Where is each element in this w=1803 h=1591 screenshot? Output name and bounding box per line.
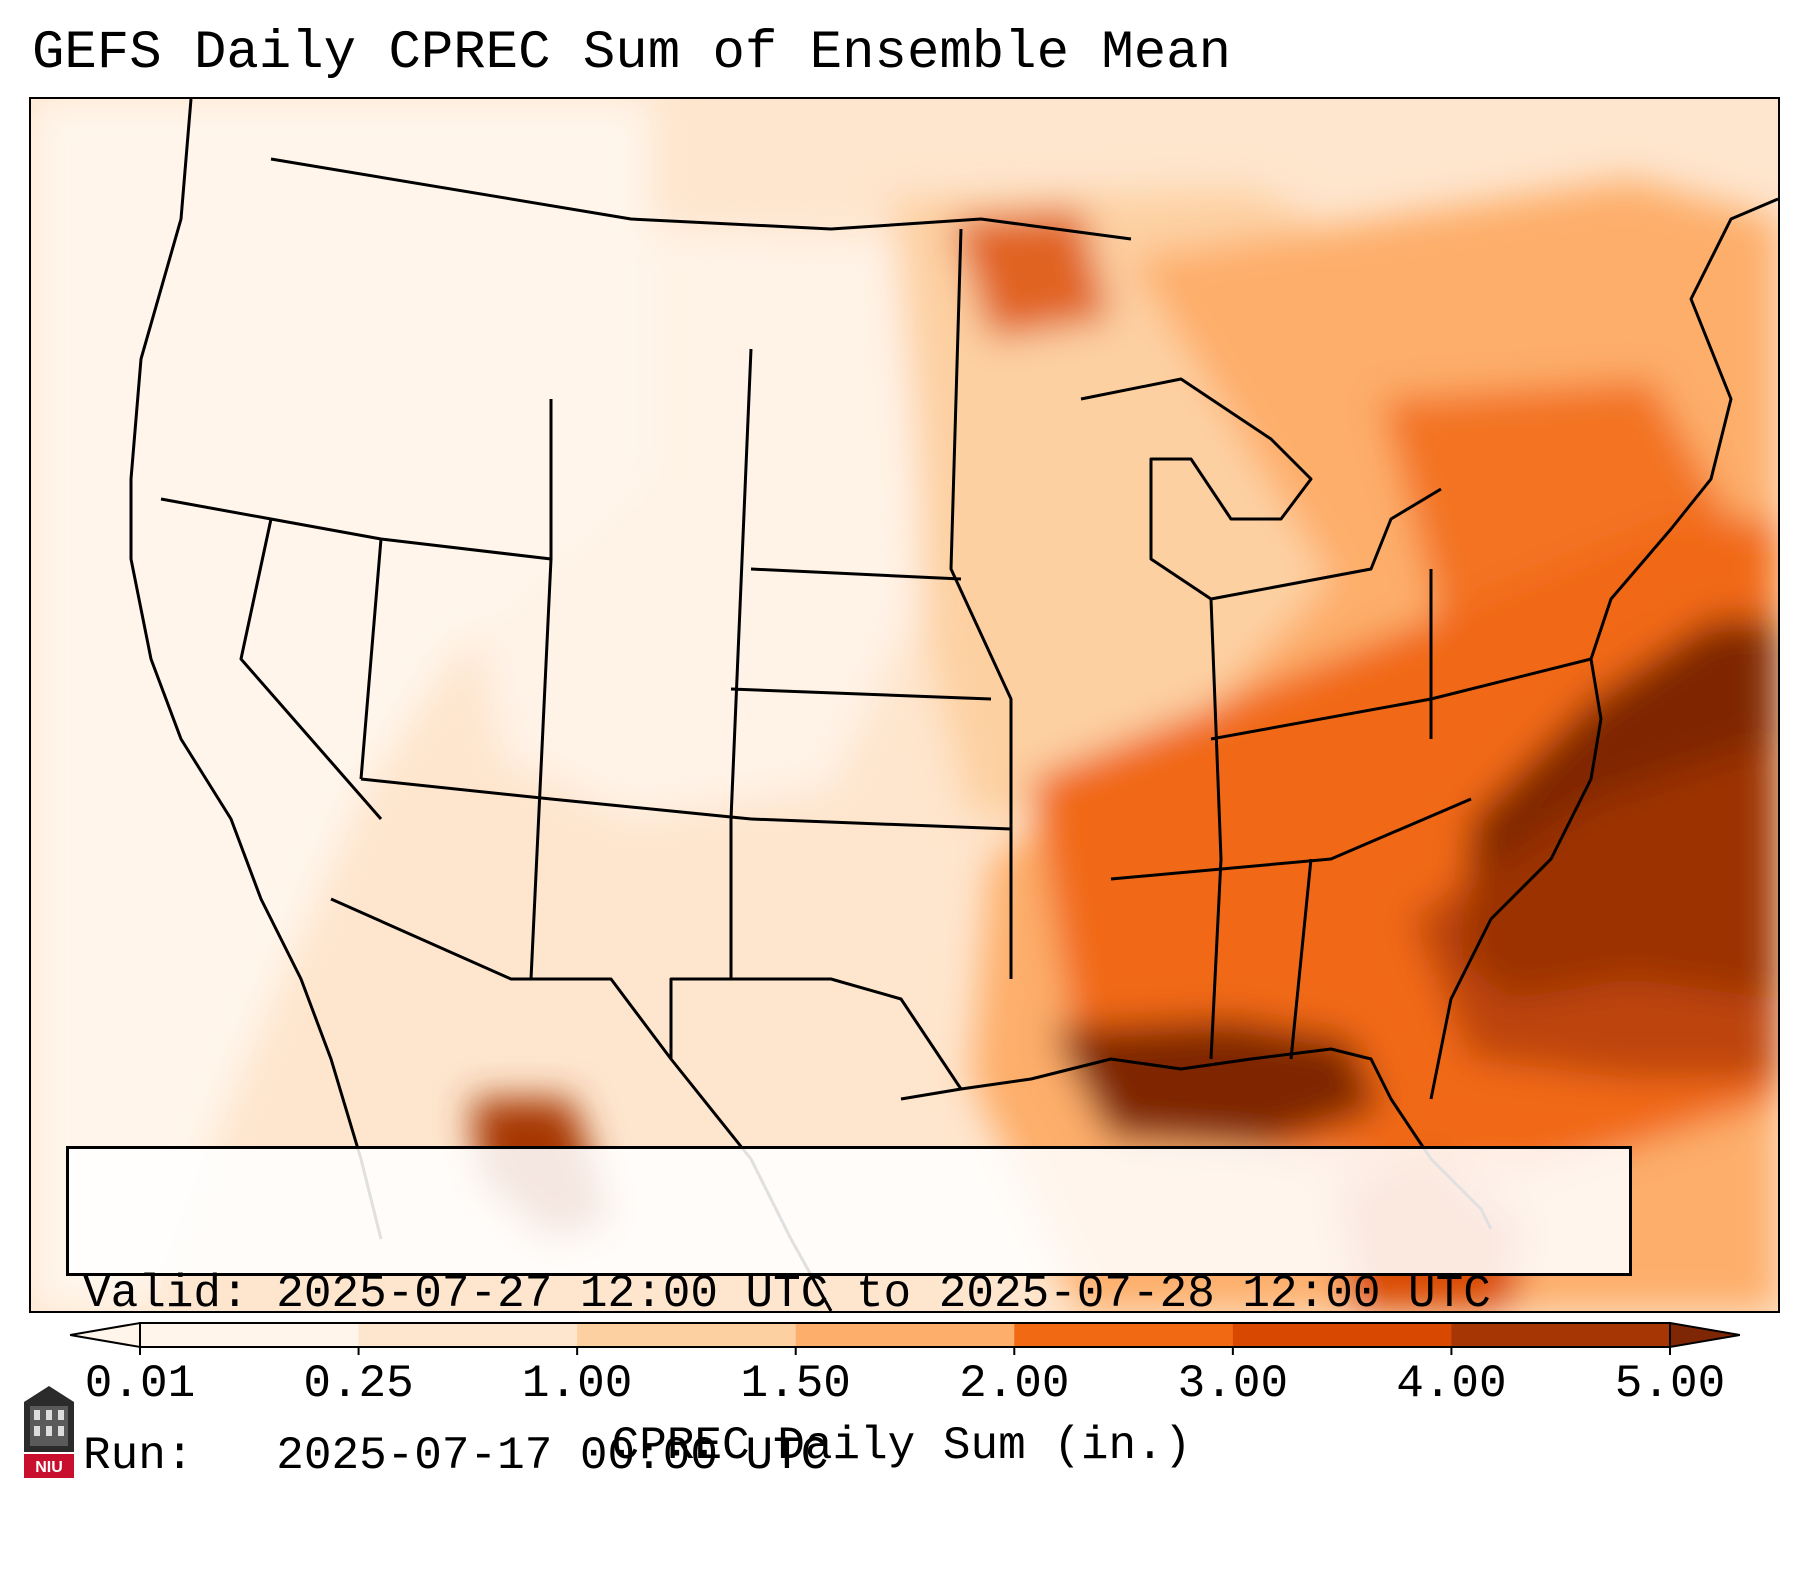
colorbar-segment bbox=[358, 1323, 578, 1347]
texas-outline bbox=[669, 819, 963, 1090]
colorbar-segment bbox=[577, 1323, 797, 1347]
valid-run-info-box: Valid: 2025-07-27 12:00 UTC to 2025-07-2… bbox=[66, 1146, 1632, 1482]
coastlines-and-borders bbox=[129, 99, 1778, 1311]
colorbar-tick-label: 5.00 bbox=[1614, 1358, 1726, 1410]
colorbar-tick-label: 2.00 bbox=[959, 1358, 1070, 1410]
state-lines-west bbox=[160, 399, 752, 980]
colorbar-segment bbox=[140, 1323, 360, 1347]
niu-logo-text: NIU bbox=[35, 1459, 63, 1476]
precip-northeast bbox=[1381, 379, 1731, 659]
west-coast bbox=[129, 99, 383, 1240]
colorbar-extend-max bbox=[1669, 1321, 1740, 1349]
precip-plains-light bbox=[451, 219, 931, 819]
precip-upper-midwest bbox=[951, 209, 1111, 339]
valid-label: Valid: bbox=[83, 1268, 249, 1320]
map-figure: GEFS Daily CPREC Sum of Ensemble Mean bbox=[24, 23, 1780, 1482]
great-lakes bbox=[1080, 377, 1442, 601]
canada-border bbox=[270, 157, 1132, 241]
colorbar-segment bbox=[1014, 1323, 1234, 1347]
colorbar-tick-label: 3.00 bbox=[1177, 1358, 1289, 1410]
colorbar-segment bbox=[1232, 1323, 1452, 1347]
colorbar-tick-label: 4.00 bbox=[1396, 1358, 1507, 1410]
chart-title: GEFS Daily CPREC Sum of Ensemble Mean bbox=[32, 23, 1231, 84]
niu-logo-icon: NIU bbox=[24, 1386, 74, 1478]
valid-value: 2025-07-27 12:00 UTC to 2025-07-28 12:00… bbox=[276, 1268, 1491, 1320]
colorbar-tick-label: 1.50 bbox=[740, 1358, 851, 1410]
run-value: 2025-07-17 00:00 UTC bbox=[276, 1430, 829, 1482]
atlantic-coast bbox=[1429, 197, 1778, 1100]
precip-atlantic-mid bbox=[1411, 739, 1778, 1079]
colorbar-tick-label: 1.00 bbox=[521, 1358, 633, 1410]
map-panel bbox=[29, 97, 1780, 1313]
run-row: Run: 2025-07-17 00:00 UTC bbox=[83, 1429, 1615, 1483]
run-label: Run: bbox=[83, 1430, 194, 1482]
colorbar-tick-label: 0.25 bbox=[303, 1358, 414, 1410]
valid-row: Valid: 2025-07-27 12:00 UTC to 2025-07-2… bbox=[83, 1267, 1615, 1321]
precip-map bbox=[31, 99, 1778, 1311]
colorbar-segment bbox=[795, 1323, 1015, 1347]
colorbar-label: CPREC Daily Sum (in.) bbox=[611, 1420, 1192, 1472]
precip-gulf-heavy bbox=[1051, 1019, 1381, 1149]
colorbar-outline bbox=[139, 1322, 1671, 1348]
colorbar-segment bbox=[1451, 1323, 1671, 1347]
state-lines-east bbox=[1110, 569, 1592, 1060]
colorbar bbox=[70, 1321, 1740, 1355]
colorbar-tick-label: 0.01 bbox=[84, 1358, 196, 1410]
colorbar-extend-min bbox=[70, 1321, 141, 1349]
